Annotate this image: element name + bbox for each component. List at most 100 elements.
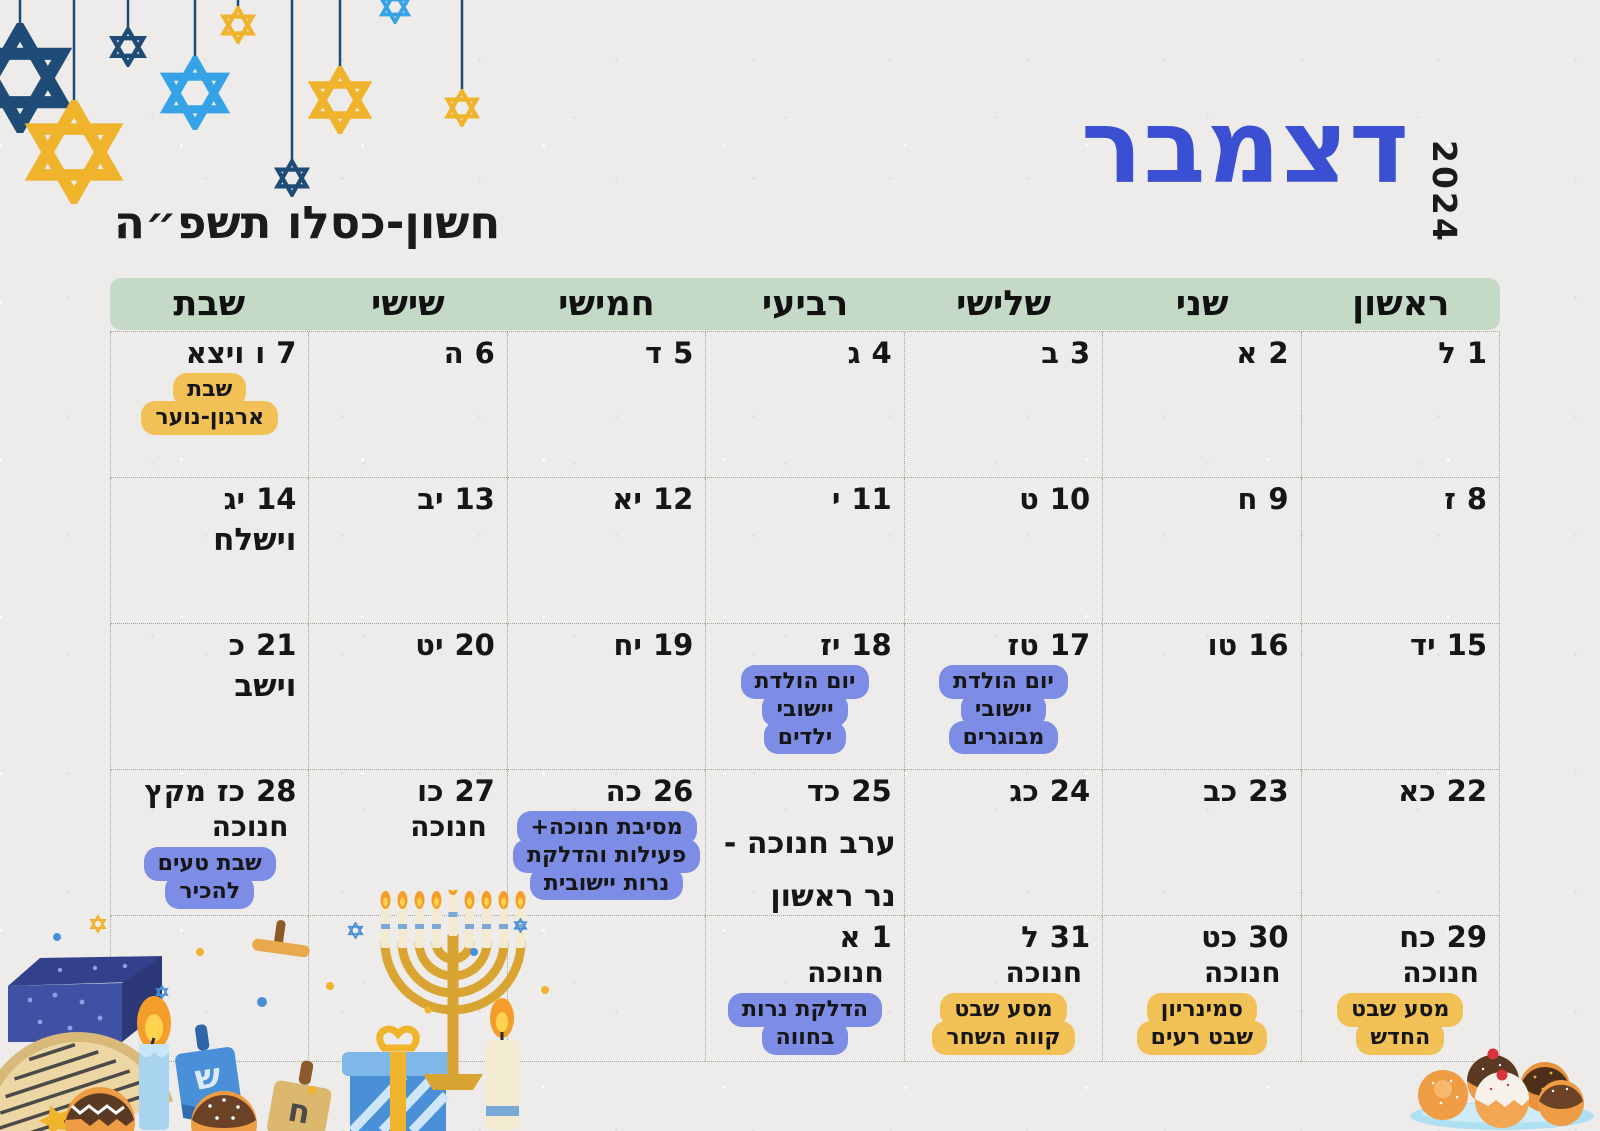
date-line: 27 כו: [309, 770, 506, 808]
hebrew-date: א: [839, 920, 861, 954]
date-line: 16 טו: [1103, 624, 1300, 662]
date-line: 18 יז: [706, 624, 903, 662]
date-line: 24 כג: [905, 770, 1102, 808]
date-line: 26 כה: [508, 770, 705, 808]
weekday-header: שלישי: [956, 284, 1052, 324]
donut-sugar: [1418, 1070, 1468, 1120]
calendar-cell: 25 כד ערב חנוכה - נר ראשון: [705, 770, 904, 916]
calendar-cell: 26 כה מסיבת חנוכה+ פעילות והדלקת נרות יישובי…: [506, 770, 706, 916]
date-line: 12 יא: [508, 478, 705, 516]
weekday-header: שני: [1175, 284, 1229, 324]
event-badge: מסע שבט החדש: [1337, 993, 1464, 1055]
hebrew-date: ה: [443, 336, 464, 370]
date-number: 2: [1268, 336, 1289, 370]
event-text: חנוכה: [1005, 956, 1083, 990]
calendar-cell: 16 טו: [1102, 624, 1301, 770]
weekday-row: ראשון שני שלישי רביעי חמישי שישי שבת: [110, 278, 1500, 330]
hebrew-date: ג: [847, 336, 861, 370]
date-number: 19: [652, 628, 694, 662]
event-text: חנוכה: [211, 810, 289, 844]
hebrew-date: יג: [223, 482, 246, 516]
hebrew-date: ל: [1021, 920, 1039, 954]
event-text: חנוכה: [1402, 956, 1479, 990]
calendar-cell: 30 כט חנוכה סמינריון שבט רעים: [1102, 916, 1301, 1062]
date-line: 28 כז מקץ: [111, 770, 308, 808]
hebrew-date: כב: [1203, 774, 1238, 808]
date-number: 6: [474, 336, 495, 370]
hebrew-date: ל: [1438, 336, 1456, 370]
date-line: 13 יב: [309, 478, 506, 516]
event-badge: מסע שבט קווה השחר: [932, 993, 1075, 1055]
calendar-cell: 20 יט: [308, 624, 507, 770]
event-text: חנוכה: [410, 810, 487, 844]
hebrew-date: כה: [605, 774, 642, 808]
event-text: חנוכה: [807, 956, 884, 990]
date-line: 29 כח: [1302, 916, 1499, 954]
date-number: 27: [454, 774, 495, 808]
hebrew-date: יח: [613, 628, 642, 662]
date-number: 21: [256, 628, 297, 662]
svg-text:ח: ח: [285, 1090, 313, 1131]
date-line: 22 כא: [1302, 770, 1499, 808]
date-line: 19 יח: [508, 624, 705, 662]
weekday-header: חמישי: [558, 284, 655, 324]
calendar-cell: 21 כ וישב: [110, 624, 309, 770]
date-number: 18: [851, 628, 892, 662]
date-number: 3: [1069, 336, 1091, 370]
date-number: 10: [1049, 482, 1091, 516]
calendar-cell: 24 כג: [903, 770, 1103, 916]
date-line: 11 י: [706, 478, 903, 516]
date-number: 11: [851, 482, 892, 516]
event-badge: יום הולדת יישובי ילדים: [740, 665, 870, 755]
event-badge: מסיבת חנוכה+ פעילות והדלקת נרות יישובית: [512, 811, 701, 901]
date-number: 13: [454, 482, 495, 516]
date-number: 17: [1049, 628, 1091, 662]
event-badge-line: ילדים: [763, 720, 847, 755]
date-line: 10 ט: [905, 478, 1102, 516]
weekday-header: רביעי: [761, 284, 849, 324]
date-number: 24: [1049, 774, 1091, 808]
hebrew-date: כט: [1201, 920, 1238, 954]
calendar-cell: 15 יד: [1300, 624, 1499, 770]
date-number: 30: [1248, 920, 1289, 954]
event-badge: שבת טעים להכיר: [143, 847, 276, 909]
date-line: 14 יג: [111, 478, 308, 516]
date-number: 20: [454, 628, 495, 662]
calendar-cell: 17 טז יום הולדת יישובי מבוגרים: [903, 624, 1103, 770]
hebrew-date: ב: [1041, 336, 1059, 370]
date-number: 7: [276, 336, 297, 370]
date-number: 12: [652, 482, 694, 516]
calendar-cell: 14 יג וישלח: [110, 478, 309, 624]
calendar-cell: [506, 916, 706, 1062]
date-number: 31: [1049, 920, 1091, 954]
hebrew-date: כד: [806, 774, 841, 808]
date-line: 7 ו ויצא: [111, 332, 308, 370]
date-number: 14: [256, 482, 297, 516]
date-number: 5: [673, 336, 694, 370]
calendar-cell: 13 יב: [308, 478, 507, 624]
event-badge-line: יום הולדת: [740, 665, 870, 700]
calendar-cell: 7 ו ויצא שבת ארגון-נוער: [110, 332, 309, 478]
event-text: חנוכה: [1203, 956, 1281, 990]
date-number: 9: [1268, 482, 1289, 516]
date-line: 20 יט: [309, 624, 506, 662]
hebrew-date: כח: [1399, 920, 1436, 954]
hebrew-date: א: [1236, 336, 1258, 370]
hebrew-date: יז: [820, 628, 841, 662]
date-line: 25 כד: [706, 770, 903, 808]
hebrew-date-range: חשון-כסלו תשפ״ה: [114, 196, 501, 249]
date-line: 21 כ: [111, 624, 308, 662]
hebrew-date: כו: [417, 774, 444, 808]
weekday-header: ראשון: [1352, 284, 1450, 324]
